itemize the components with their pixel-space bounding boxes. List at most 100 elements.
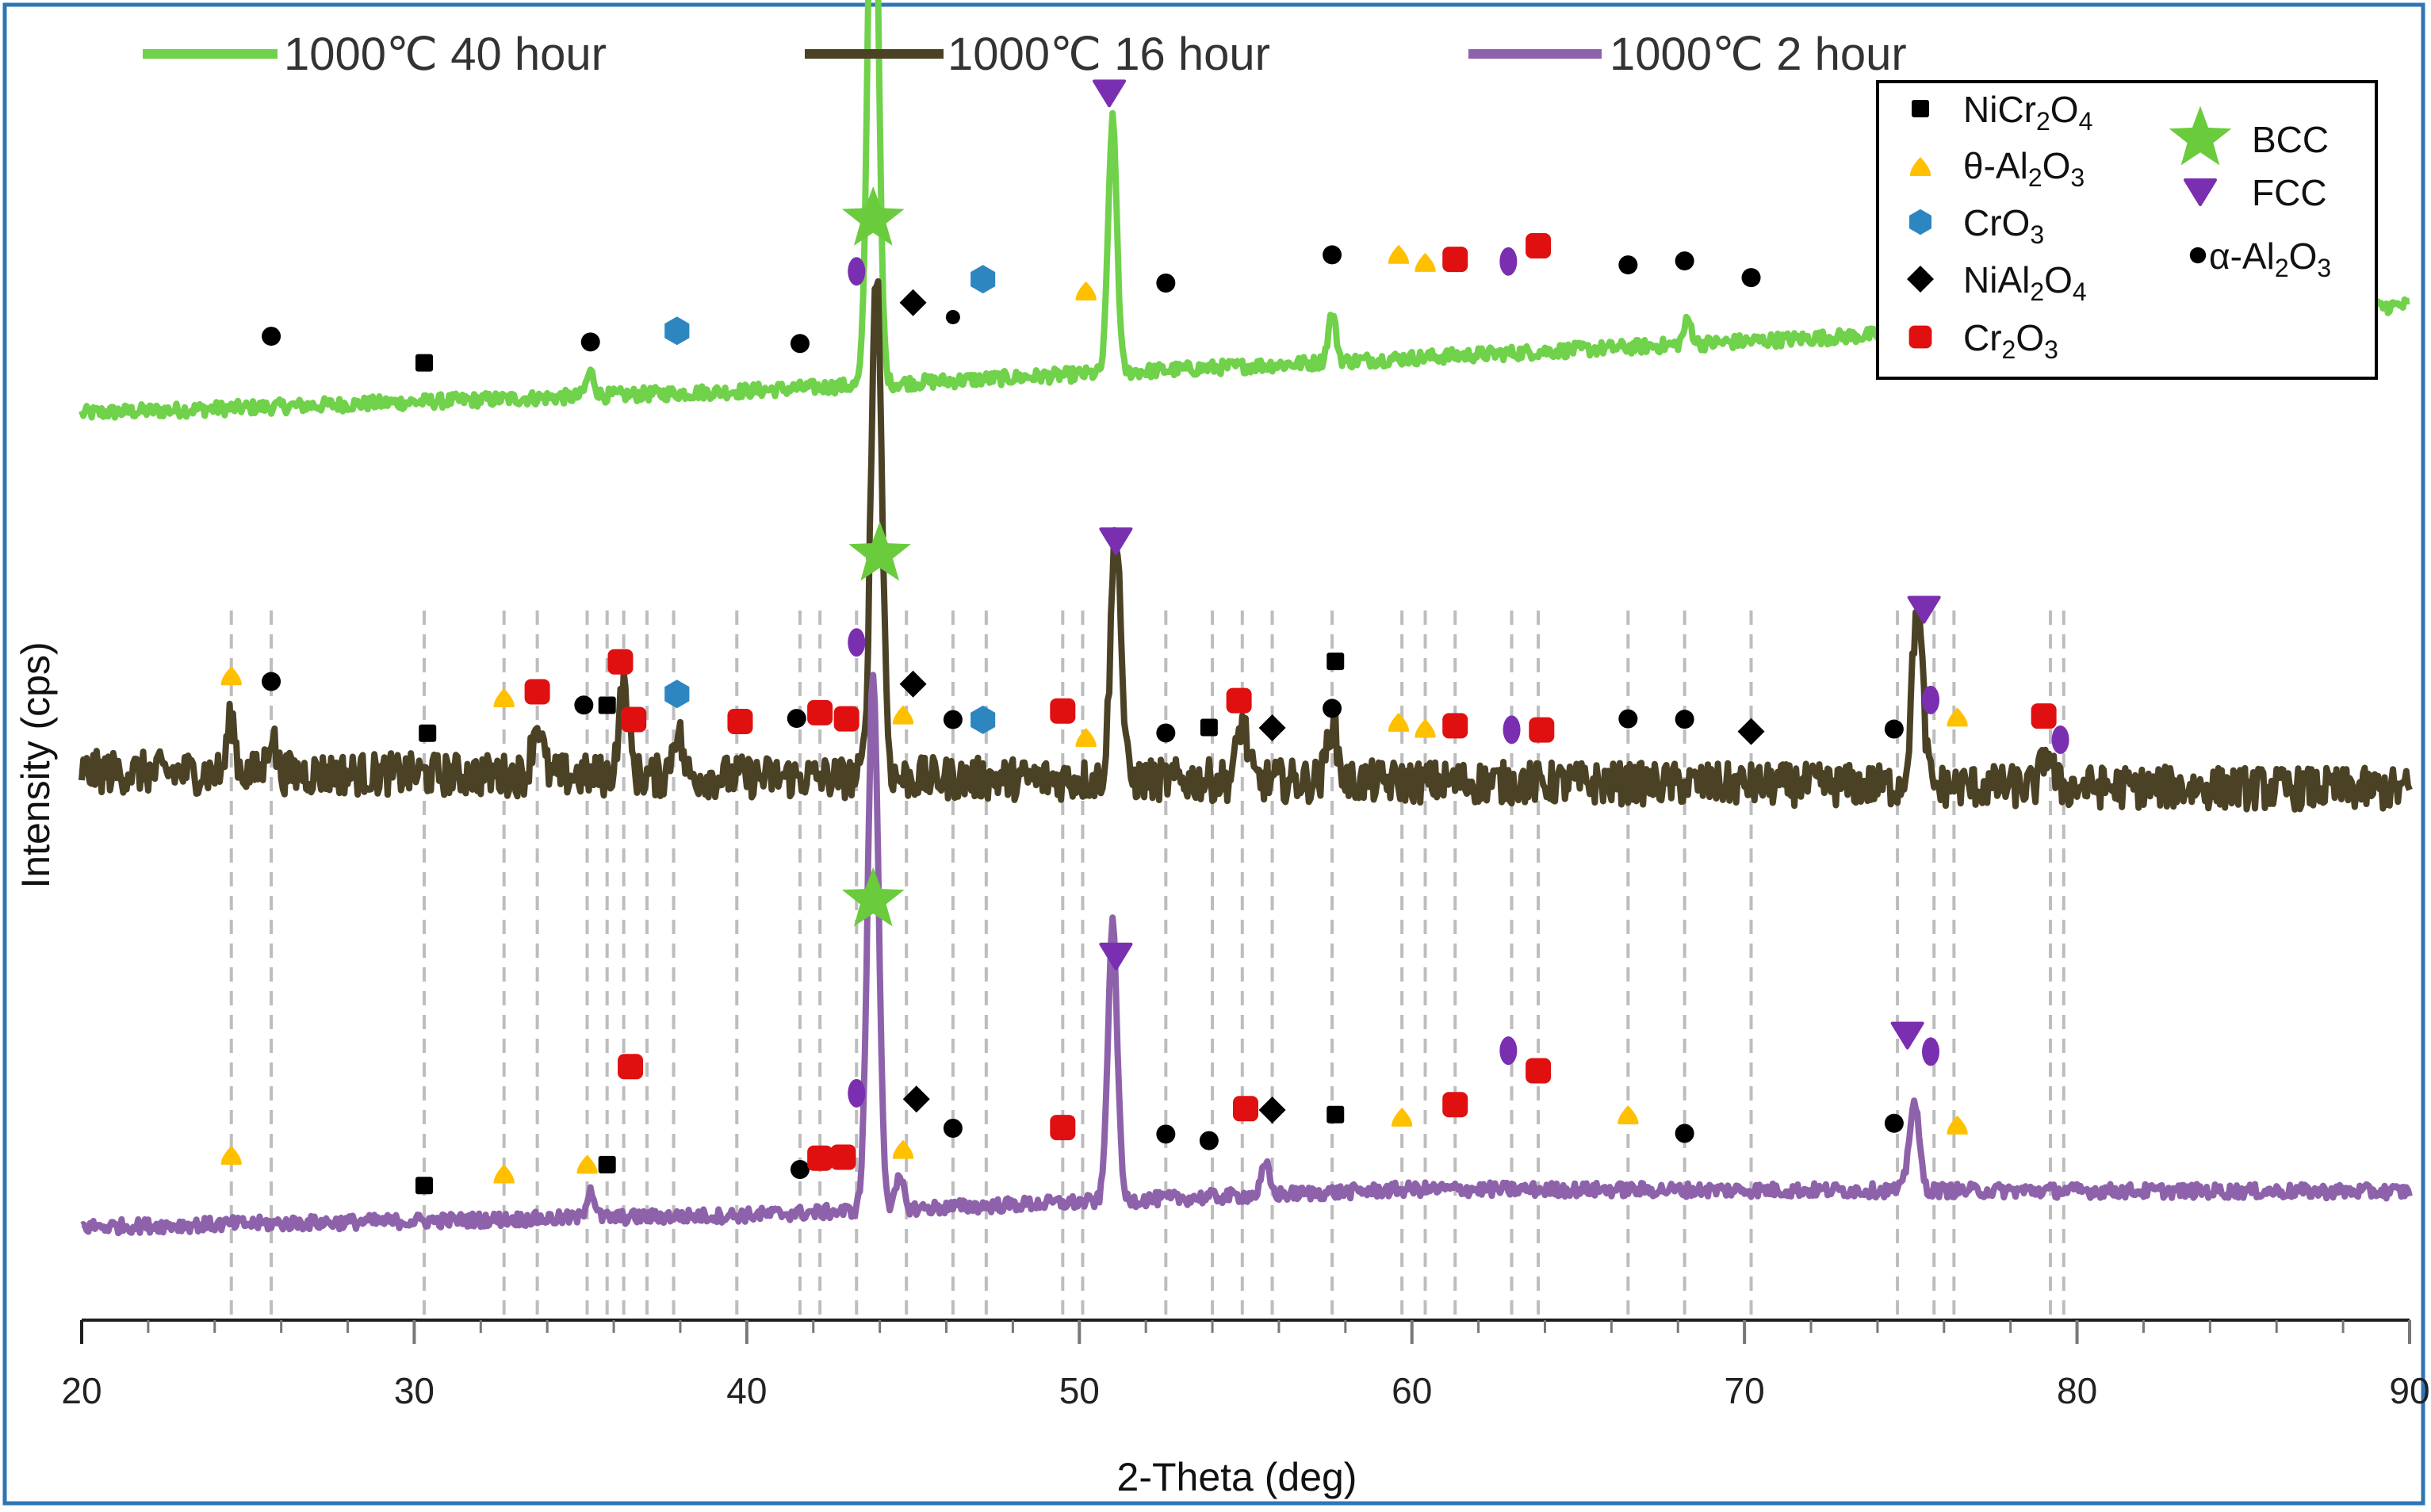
roundsquare-marker bbox=[1442, 713, 1468, 739]
legend-label-40h: 1000℃ 40 hour bbox=[284, 29, 607, 80]
square-marker bbox=[419, 724, 437, 742]
triangle-marker bbox=[493, 1164, 515, 1184]
circle-marker bbox=[1618, 709, 1638, 729]
roundsquare-marker bbox=[1442, 1092, 1468, 1118]
hexagon-marker bbox=[970, 265, 996, 294]
triangle-marker bbox=[1388, 244, 1410, 264]
hexagon-marker bbox=[970, 705, 996, 734]
triangle-marker bbox=[1388, 712, 1410, 732]
x-tick-label: 40 bbox=[726, 1370, 767, 1411]
triangle-marker bbox=[1617, 1105, 1639, 1125]
circle-marker bbox=[1156, 274, 1176, 293]
oval-marker bbox=[848, 257, 866, 286]
roundsquare-marker bbox=[1526, 233, 1552, 259]
circle-marker bbox=[580, 332, 600, 352]
square-marker bbox=[1200, 718, 1218, 737]
circle-marker bbox=[1884, 719, 1904, 739]
circle-marker bbox=[1884, 1113, 1904, 1133]
hexagon-marker bbox=[664, 679, 690, 709]
hexagon-marker bbox=[664, 316, 690, 346]
legend-label-nicr2o4: NiCr2O4 bbox=[1963, 89, 2092, 136]
triangle-marker bbox=[576, 1154, 598, 1174]
square-marker bbox=[415, 354, 434, 372]
x-tick-label: 50 bbox=[1059, 1370, 1100, 1411]
legend-cr2o3-icon bbox=[1908, 325, 1932, 349]
square-marker bbox=[598, 696, 616, 714]
triangle-marker bbox=[1075, 281, 1097, 300]
diamond-marker bbox=[899, 289, 927, 316]
legend-label-theta-al2o3: θ-Al2O3 bbox=[1963, 145, 2085, 192]
x-axis-title: 2-Theta (deg) bbox=[1117, 1455, 1357, 1499]
roundsquare-marker bbox=[807, 1145, 833, 1171]
triangle-marker bbox=[1075, 728, 1097, 748]
x-tick-label: 60 bbox=[1392, 1370, 1432, 1411]
x-tick-label: 90 bbox=[2389, 1370, 2429, 1411]
square-marker bbox=[415, 1177, 434, 1195]
triangle-marker bbox=[892, 705, 914, 725]
bcc-star-marker bbox=[841, 186, 905, 246]
legend-bcc-icon bbox=[2169, 105, 2232, 166]
circle-marker bbox=[790, 334, 810, 354]
series-legend: 1000℃ 40 hour 1000℃ 16 hour 1000℃ 2 hour bbox=[143, 29, 1907, 80]
legend-label-fcc: FCC bbox=[2252, 172, 2327, 213]
diamond-marker bbox=[902, 1085, 930, 1113]
triangle-marker bbox=[1947, 1115, 1968, 1135]
roundsquare-marker bbox=[830, 1144, 856, 1170]
circle-marker bbox=[943, 1119, 963, 1139]
legend-theta-al2o3-icon bbox=[1909, 157, 1931, 176]
downtri-marker bbox=[1099, 527, 1133, 556]
roundsquare-marker bbox=[1050, 698, 1076, 724]
circle-marker bbox=[1156, 723, 1176, 743]
roundsquare-marker bbox=[807, 699, 833, 725]
oval-marker bbox=[1922, 685, 1940, 714]
roundsquare-marker bbox=[524, 679, 550, 705]
downtri-marker bbox=[1093, 79, 1127, 108]
oval-marker bbox=[2051, 725, 2069, 754]
roundsquare-marker bbox=[1233, 1096, 1258, 1122]
circle-marker bbox=[262, 672, 281, 691]
oval-marker bbox=[1922, 1037, 1940, 1066]
roundsquare-marker bbox=[833, 706, 859, 732]
roundsquare-marker bbox=[1529, 717, 1555, 743]
triangle-marker bbox=[220, 1145, 242, 1165]
triangle-marker bbox=[220, 666, 242, 686]
series-line-1 bbox=[78, 278, 2413, 813]
circle-marker bbox=[1618, 255, 1638, 275]
legend-label-bcc: BCC bbox=[2252, 119, 2329, 160]
legend-label-16h: 1000℃ 16 hour bbox=[948, 29, 1270, 80]
legend-alpha-al2o3-icon bbox=[2189, 247, 2207, 264]
legend-nial2o4-icon bbox=[1907, 266, 1934, 293]
bcc-star-marker bbox=[848, 521, 911, 581]
triangle-marker bbox=[1415, 252, 1436, 272]
circle-marker bbox=[262, 327, 281, 346]
roundsquare-marker bbox=[607, 649, 634, 675]
legend-label-cr2o3: Cr2O3 bbox=[1963, 317, 2058, 364]
roundsquare-marker bbox=[2031, 703, 2057, 729]
legend-label-2h: 1000℃ 2 hour bbox=[1610, 29, 1907, 80]
triangle-marker bbox=[892, 1139, 914, 1159]
oval-marker bbox=[848, 1078, 866, 1108]
bcc-star-marker bbox=[841, 867, 905, 927]
x-tick-label: 70 bbox=[1725, 1370, 1765, 1411]
downtri-marker bbox=[1907, 595, 1941, 624]
phase-legend-box bbox=[1876, 80, 2378, 380]
oval-marker bbox=[1499, 1036, 1518, 1066]
square-marker bbox=[1327, 653, 1345, 671]
roundsquare-marker bbox=[727, 708, 753, 734]
triangle-marker bbox=[1392, 1107, 1413, 1127]
legend-nicr2o4-icon bbox=[1912, 100, 1929, 117]
roundsquare-marker bbox=[618, 1054, 644, 1080]
oval-marker bbox=[848, 628, 866, 657]
phase-legend-items: NiCr2O4 θ-Al2O3 CrO3 NiAl2O4 Cr2O3 BCC FCC α-Al… bbox=[1907, 89, 2331, 364]
diamond-marker bbox=[1258, 714, 1286, 742]
downtri-marker bbox=[1099, 942, 1133, 970]
phase-markers bbox=[220, 79, 2073, 1195]
x-tick-label: 30 bbox=[394, 1370, 435, 1411]
series-line-2 bbox=[80, 672, 2413, 1237]
diamond-marker bbox=[1258, 1096, 1286, 1123]
triangle-marker bbox=[1947, 707, 1968, 727]
circle-marker bbox=[574, 695, 594, 715]
legend-label-alpha-al2o3: α-Al2O3 bbox=[2209, 235, 2331, 282]
phase-legend: NiCr2O4 θ-Al2O3 CrO3 NiAl2O4 Cr2O3 BCC FCC α-Al… bbox=[1876, 80, 2378, 380]
